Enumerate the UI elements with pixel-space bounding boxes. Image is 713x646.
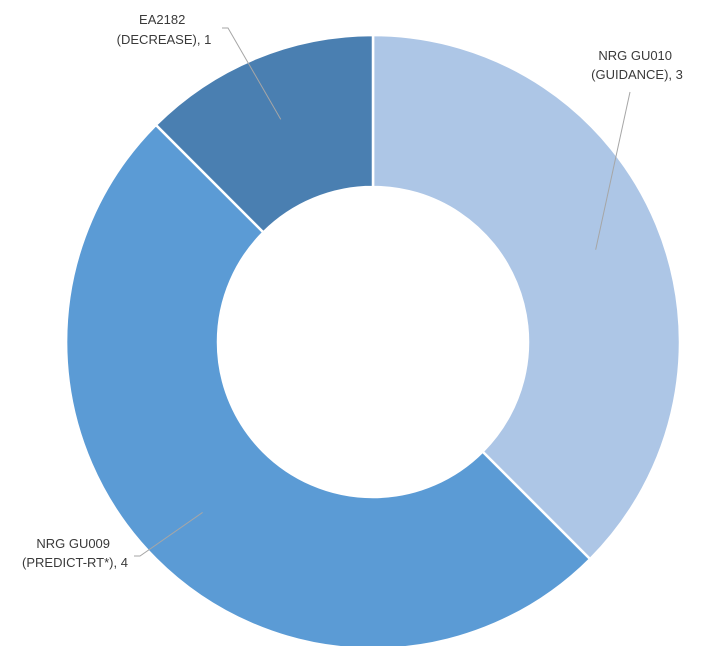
data-label-nrg-gu010-line2: (GUIDANCE), 3	[591, 67, 683, 82]
data-label-nrg-gu010-line1: NRG GU010	[598, 48, 672, 63]
data-label-ea2182-line1: EA2182	[139, 12, 185, 27]
leader-lines-group	[134, 27, 631, 557]
leader-line-ea2182	[222, 27, 282, 120]
leader-line-nrg-gu010	[595, 91, 631, 250]
slice-ea2182	[154, 33, 375, 235]
data-label-nrg-gu009-line1: NRG GU009	[36, 536, 110, 551]
slices-group	[64, 33, 682, 646]
data-label-ea2182: EA2182 (DECREASE), 1	[117, 12, 212, 47]
leader-line-nrg-gu009	[134, 512, 203, 557]
slice-nrg-gu010	[371, 33, 682, 561]
data-label-nrg-gu009-line2: (PREDICT-RT*), 4	[22, 555, 128, 570]
data-label-nrg-gu010: NRG GU010 (GUIDANCE), 3	[591, 48, 683, 82]
data-label-ea2182-line2: (DECREASE), 1	[117, 32, 212, 47]
data-label-nrg-gu009: NRG GU009 (PREDICT-RT*), 4	[22, 536, 128, 570]
